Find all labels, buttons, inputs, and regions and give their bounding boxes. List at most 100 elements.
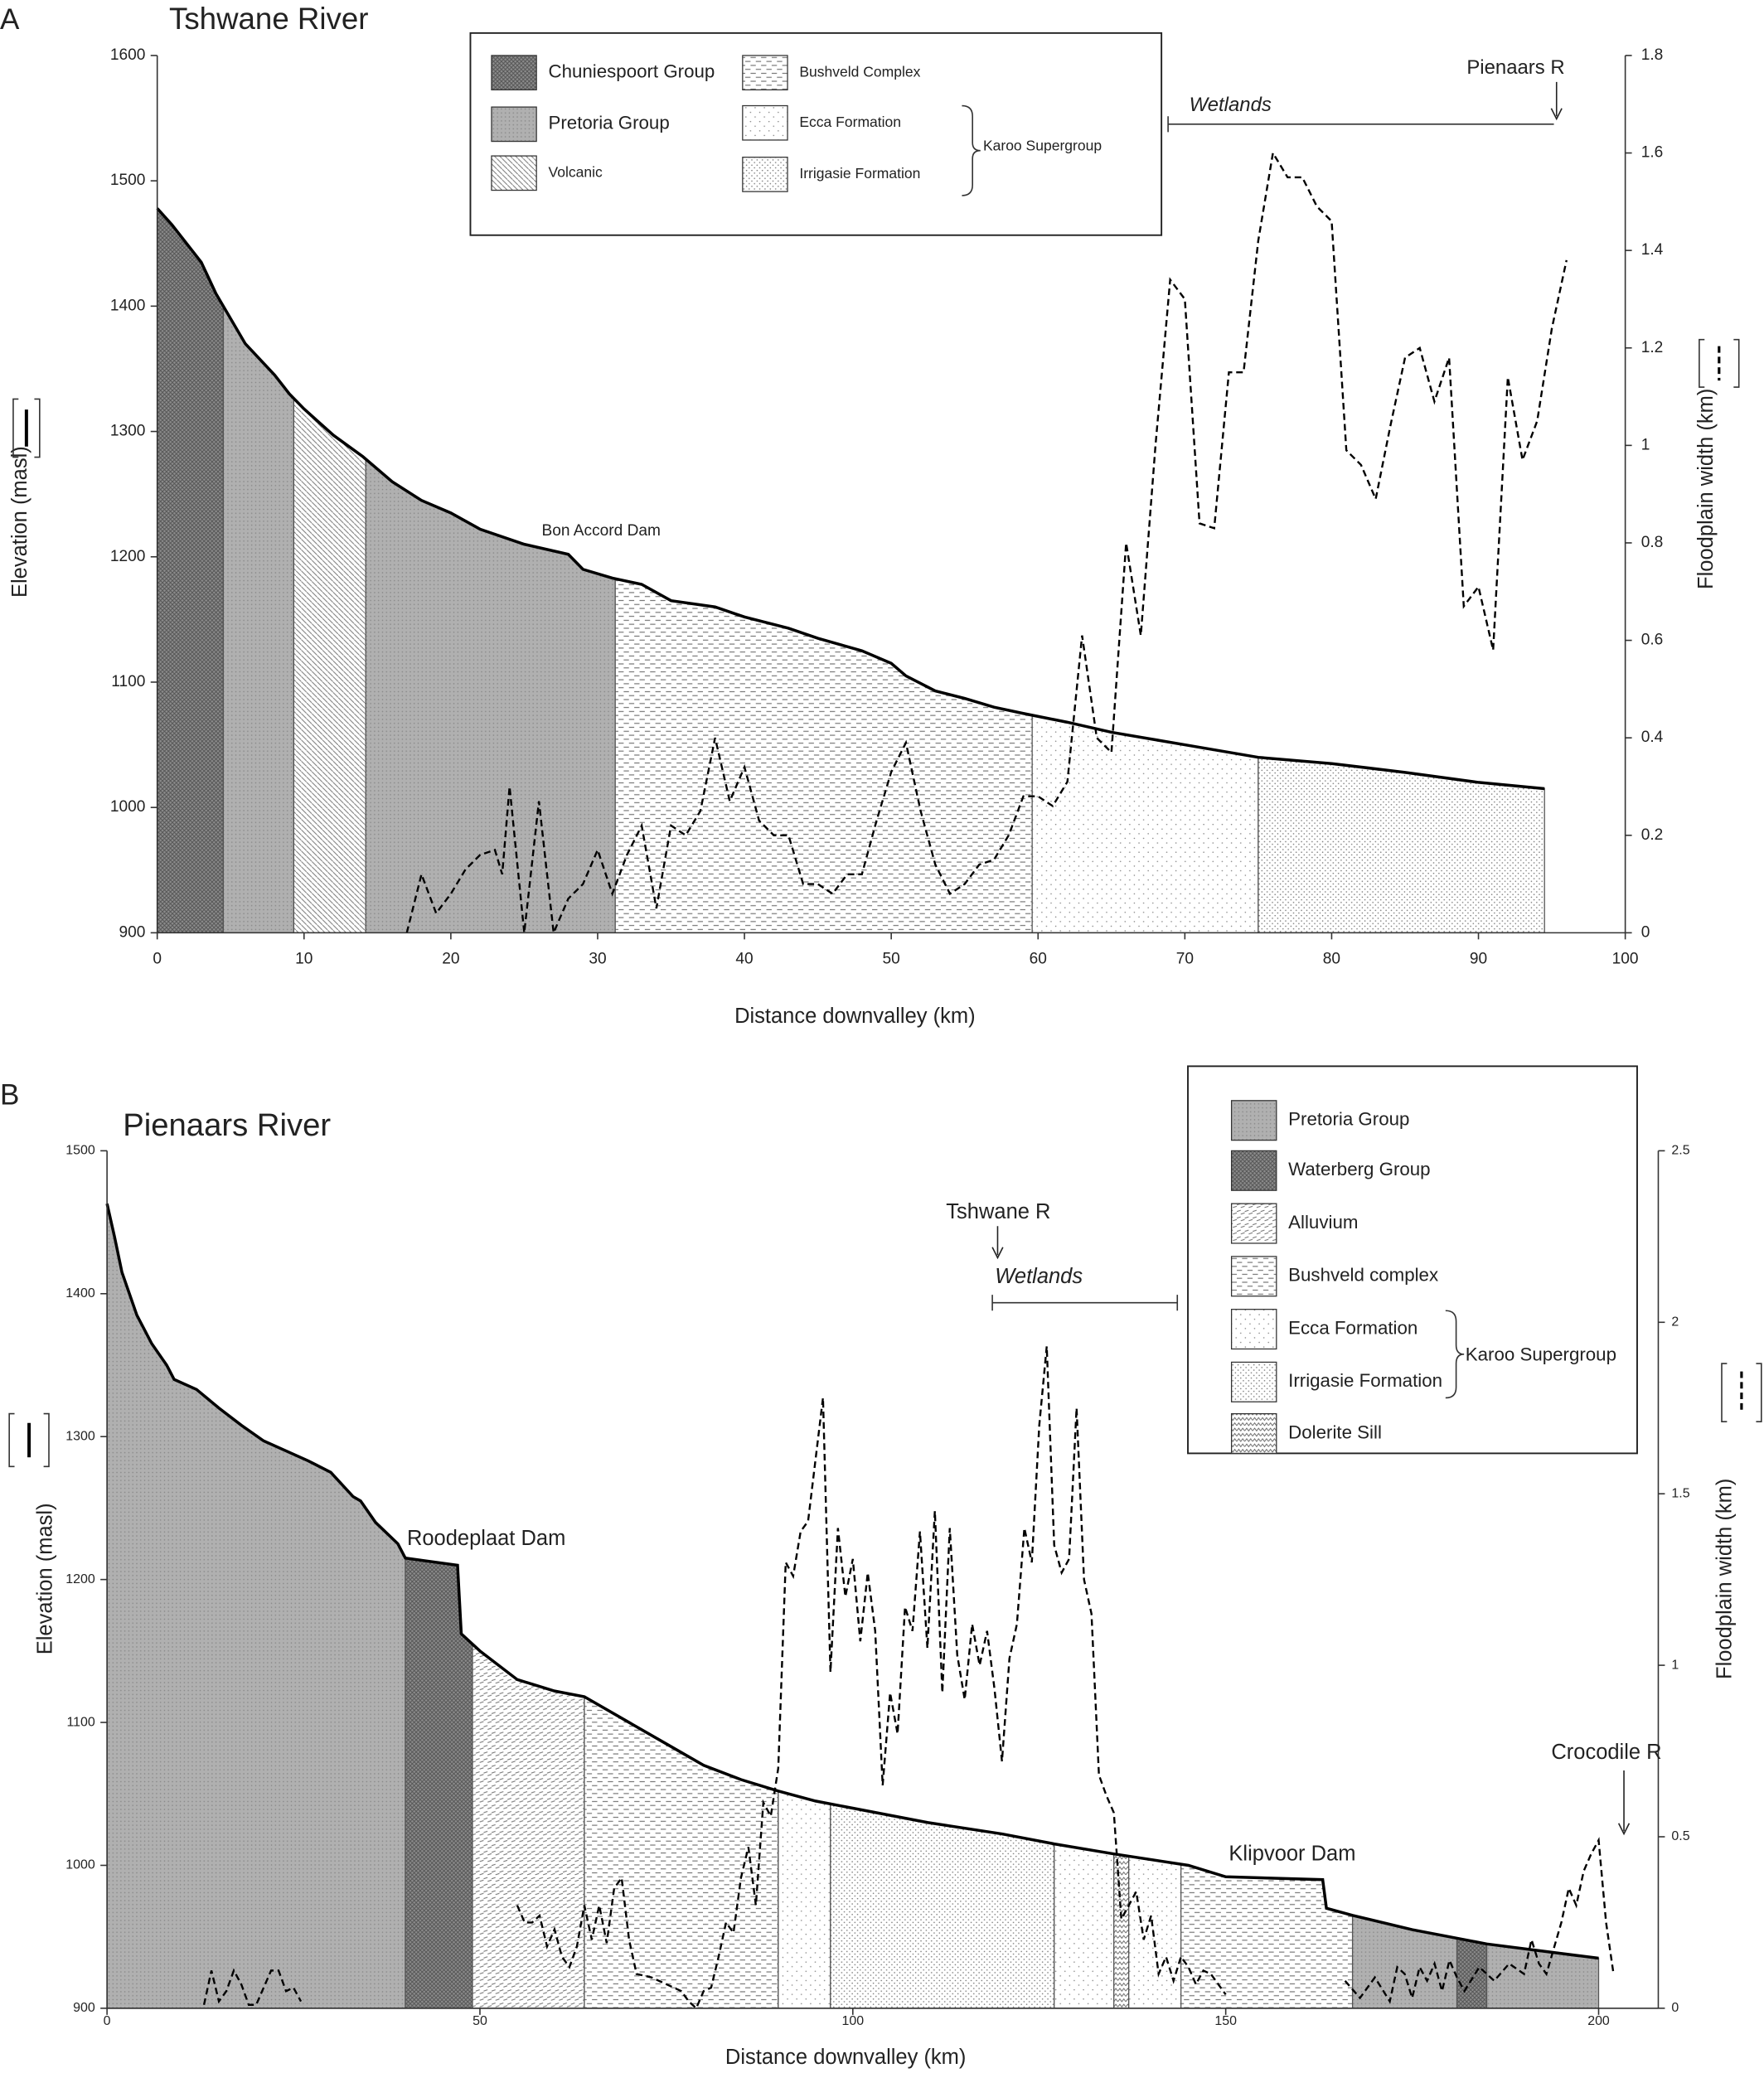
x-tick-label: 100 [842, 2014, 865, 2028]
y2-tick-label: 0.4 [1641, 729, 1664, 746]
panel-a: 900100011001200130014001500160000.20.40.… [0, 2, 1740, 1028]
geology-segment [472, 1643, 585, 2009]
legend-brace [962, 104, 981, 196]
legend-swatch [1230, 1203, 1277, 1244]
geology-segment [222, 304, 295, 934]
legend-swatch [491, 155, 537, 191]
geology-segment [778, 1790, 831, 2009]
x-tick-label: 60 [1030, 950, 1047, 967]
y-tick-label: 1100 [66, 1715, 94, 1729]
legend-label: Alluvium [1288, 1212, 1358, 1233]
axis-key-bracket [1699, 338, 1740, 388]
y-tick-label: 900 [119, 923, 145, 941]
axis-key-bracket [12, 398, 41, 458]
y-tick-label: 1400 [65, 1286, 95, 1300]
y2-tick-label: 1 [1671, 1658, 1679, 1672]
y2-tick-label: 0.6 [1641, 632, 1664, 649]
y-tick-label: 1000 [65, 1858, 95, 1872]
y-tick-label: 900 [73, 2001, 95, 2015]
geology-segment [293, 397, 366, 934]
y2-tick-label: 1.6 [1641, 144, 1664, 162]
legend-swatch [1230, 1150, 1277, 1191]
y-tick-label: 1400 [110, 297, 146, 314]
x-axis-label: Distance downvalley (km) [734, 1005, 976, 1028]
x-tick-label: 80 [1323, 950, 1340, 967]
y2-tick-label: 1 [1641, 436, 1650, 453]
panel-b: 900 1000 1100 1200 1300 1400 1500 0 0.5 1 1.5 2 2.5 0… [0, 1065, 1762, 2069]
legend-swatch [742, 104, 788, 141]
legend-label: Volcanic [549, 163, 603, 180]
legend-label: Waterberg Group [1288, 1159, 1430, 1179]
y2-tick-label: 1.2 [1641, 339, 1664, 356]
y2-tick-label: 1.4 [1641, 241, 1664, 259]
geology-segment [157, 206, 225, 934]
legend-label: Dolerite Sill [1288, 1422, 1382, 1442]
x-tick-label: 50 [883, 950, 900, 967]
plot-area: 900100011001200130014001500160000.20.40.… [110, 46, 1664, 967]
y-tick-label: 1600 [110, 46, 146, 64]
chart-title: Pienaars River [123, 1107, 331, 1143]
arrow [1550, 81, 1563, 121]
x-tick-label: 30 [589, 950, 606, 967]
legend-swatch [742, 157, 788, 192]
annotation: Wetlands [1190, 94, 1272, 116]
x-tick-label: 100 [1612, 950, 1639, 967]
y2-tick-label: 1.5 [1671, 1486, 1689, 1500]
legend-swatch [491, 106, 537, 143]
x-tick-label: 200 [1587, 2014, 1610, 2028]
floodplain-line [202, 1346, 1615, 2010]
arrow [991, 1226, 1004, 1260]
wetlands-bracket [1167, 116, 1554, 133]
floodplain-line [405, 150, 1568, 937]
legend-label: Ecca Formation [1288, 1317, 1418, 1338]
x-tick-label: 90 [1470, 950, 1487, 967]
y-tick-label: 1200 [110, 548, 146, 565]
annotation: Roodeplaat Dam [407, 1527, 565, 1550]
legend-box [469, 31, 1163, 236]
y-tick-label: 1200 [65, 1572, 95, 1586]
plot-area: 900 1000 1100 1200 1300 1400 1500 0 0.5 1 1.5 2 2.5 0… [65, 1144, 1689, 2028]
legend-swatch [1230, 1100, 1277, 1141]
y-tick-label: 1000 [110, 798, 146, 816]
legend-label: Ecca Formation [799, 114, 901, 130]
wetlands-bracket [991, 1295, 1179, 1311]
y2-tick-label: 1.8 [1641, 46, 1664, 64]
legend-group-label: Karoo Supergroup [983, 138, 1102, 154]
x-tick-label: 150 [1214, 2014, 1237, 2028]
legend-brace [1445, 1310, 1465, 1399]
legend-swatch [1230, 1361, 1277, 1402]
panel-label: B [0, 1078, 19, 1111]
legend-label: Irrigasie Formation [799, 165, 920, 182]
legend-swatch [742, 55, 788, 91]
legend-label: Pretoria Group [1288, 1109, 1409, 1130]
legend-label: Irrigasie Formation [1288, 1370, 1442, 1391]
y-tick-label: 1500 [110, 172, 146, 189]
x-tick-label: 50 [472, 2014, 487, 2028]
y2-tick-label: 2 [1671, 1315, 1679, 1329]
axis-key-bracket [8, 1412, 50, 1468]
y2-tick-label: 0.2 [1641, 826, 1664, 844]
x-tick-label: 40 [735, 950, 753, 967]
y2-tick-label: 0.8 [1641, 534, 1664, 551]
x-tick-label: 20 [442, 950, 459, 967]
legend-swatch [1230, 1256, 1277, 1297]
x-tick-label: 0 [104, 2014, 111, 2028]
x-tick-label: 0 [153, 950, 162, 967]
geology-segment [1456, 1937, 1488, 2009]
y2-tick-label: 0.5 [1671, 1829, 1689, 1843]
elevation-line [105, 1203, 1599, 1960]
legend-label: Bushveld Complex [799, 63, 920, 80]
geology-segment [1113, 1853, 1130, 2009]
legend-label: Bushveld complex [1288, 1265, 1438, 1286]
arrow [1617, 1770, 1631, 1836]
axis-key-bracket [1721, 1363, 1762, 1422]
y-tick-label: 1300 [110, 423, 146, 440]
legend-label: Chuniespoort Group [549, 61, 715, 82]
panel-label: A [0, 3, 20, 36]
y2-axis-label: Floodplain width (km) [1713, 1479, 1737, 1679]
y2-tick-label: 0 [1671, 2001, 1679, 2015]
y-axis-label: Elevation (masl) [34, 1503, 57, 1654]
y2-axis-label: Floodplain width (km) [1694, 389, 1718, 589]
